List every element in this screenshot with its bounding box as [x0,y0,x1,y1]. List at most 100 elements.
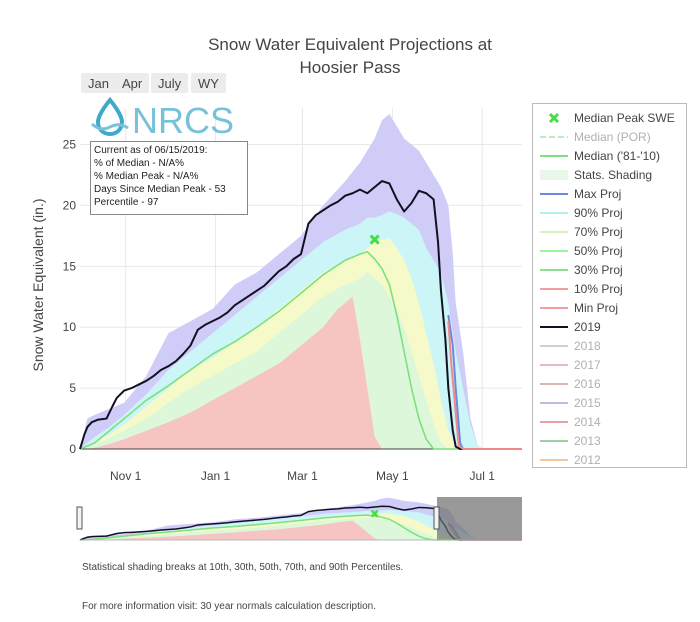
legend-item[interactable]: 2014 [533,413,686,432]
range-handle-left[interactable] [76,506,83,530]
series-median-81-10- [79,250,522,450]
legend-item[interactable]: 2013 [533,432,686,451]
info-current: Current as of 06/15/2019: [94,145,208,156]
legend-item[interactable]: 90% Proj [533,204,686,223]
legend-label: 2016 [574,377,601,391]
y-tick-label: 15 [63,259,77,273]
nrcs-logo: NRCS [91,96,234,141]
x-tick-label: Nov 1 [110,469,142,483]
legend-swatch [540,136,568,138]
button-apr[interactable]: Apr [115,73,150,93]
legend-label: 70% Proj [574,225,623,239]
legend-label: Max Proj [574,187,622,201]
logo-text: NRCS [132,100,234,141]
legend: Median Peak SWE Median (POR) Median ('81-'… [532,103,687,468]
legend-label: 2012 [574,453,601,467]
y-axis-label: Snow Water Equivalent (in.) [30,199,46,372]
legend-item[interactable]: Stats. Shading [533,166,686,185]
legend-swatch [540,440,568,442]
info-days-since-peak: Days Since Median Peak - 53 [94,184,226,195]
legend-item[interactable]: 2015 [533,394,686,413]
legend-label: 90% Proj [574,206,623,220]
legend-item[interactable]: 2017 [533,356,686,375]
main-plot: 0 5 10 15 20 25 Nov 1 Jan 1 Mar 1 May 1 Jul 1 [63,108,522,483]
chart-title-line-2: Hoosier Pass [299,58,400,77]
series-10-proj [447,321,522,450]
legend-item[interactable]: 2018 [533,337,686,356]
range-mask [437,497,522,540]
legend-label: 2014 [574,415,601,429]
legend-label: Median Peak SWE [574,111,675,125]
legend-label: 2013 [574,434,601,448]
legend-label: 2017 [574,358,601,372]
range-series [79,514,522,541]
info-pct-median-peak: % Median Peak - N/A% [94,171,199,182]
legend-swatch [540,193,568,195]
x-tick-label: Jul 1 [470,469,496,483]
legend-swatch [540,231,568,233]
legend-swatch [540,307,568,309]
legend-label: 10% Proj [574,282,623,296]
legend-swatch [540,402,568,404]
y-tick-label: 25 [63,138,77,152]
y-tick-label: 10 [63,320,77,334]
button-july[interactable]: July [151,73,189,93]
legend-item[interactable]: Median (POR) [533,128,686,147]
info-percentile: Percentile - 97 [94,197,159,208]
legend-swatch [540,250,568,252]
legend-item[interactable]: 2012 [533,451,686,470]
legend-item[interactable]: Max Proj [533,185,686,204]
legend-swatch [548,112,560,124]
x-tick-label: Mar 1 [287,469,318,483]
footer-shading-note: Statistical shading breaks at 10th, 30th… [82,562,404,573]
legend-label: 2019 [574,320,601,334]
legend-label: 30% Proj [574,263,623,277]
legend-item[interactable]: 2016 [533,375,686,394]
legend-item[interactable]: Median Peak SWE [533,109,686,128]
range-series [79,505,522,541]
legend-item[interactable]: Min Proj [533,299,686,318]
range-handle-right[interactable] [433,506,440,530]
legend-label: Median (POR) [574,130,651,144]
legend-label: Min Proj [574,301,619,315]
legend-swatch [540,170,568,180]
legend-swatch [540,364,568,366]
range-median-peak-marker [370,509,379,518]
legend-item[interactable]: 10% Proj [533,280,686,299]
legend-swatch [540,269,568,271]
series-2019 [79,180,522,450]
legend-swatch [540,459,568,461]
y-tick-label: 5 [69,381,76,395]
info-box: Current as of 06/15/2019: % of Median - … [90,141,248,215]
wave-icon [91,122,129,131]
legend-label: Median ('81-'10) [574,149,660,163]
legend-item[interactable]: 30% Proj [533,261,686,280]
range-slider[interactable] [76,497,522,541]
legend-item[interactable]: Median ('81-'10) [533,147,686,166]
legend-label: 50% Proj [574,244,623,258]
y-tick-label: 0 [69,442,76,456]
chart-title-line-1: Snow Water Equivalent Projections at [208,35,492,54]
legend-label: 2018 [574,339,601,353]
legend-swatch [540,421,568,423]
drop-icon [95,96,125,137]
legend-swatch [540,326,568,328]
footer-info-link[interactable]: For more information visit: 30 year norm… [82,601,377,612]
x-tick-label: May 1 [376,469,409,483]
legend-swatch [540,155,568,157]
range-band-p30 [80,520,522,540]
legend-item[interactable]: 50% Proj [533,242,686,261]
button-wy[interactable]: WY [191,73,226,93]
legend-item[interactable]: 70% Proj [533,223,686,242]
x-tick-label: Jan 1 [201,469,231,483]
legend-swatch [540,212,568,214]
y-tick-label: 20 [63,198,77,212]
band-p30 [80,296,522,449]
button-jan[interactable]: Jan [81,73,116,93]
info-pct-median: % of Median - N/A% [94,158,185,169]
legend-label: 2015 [574,396,601,410]
legend-swatch [540,383,568,385]
legend-item[interactable]: 2019 [533,318,686,337]
